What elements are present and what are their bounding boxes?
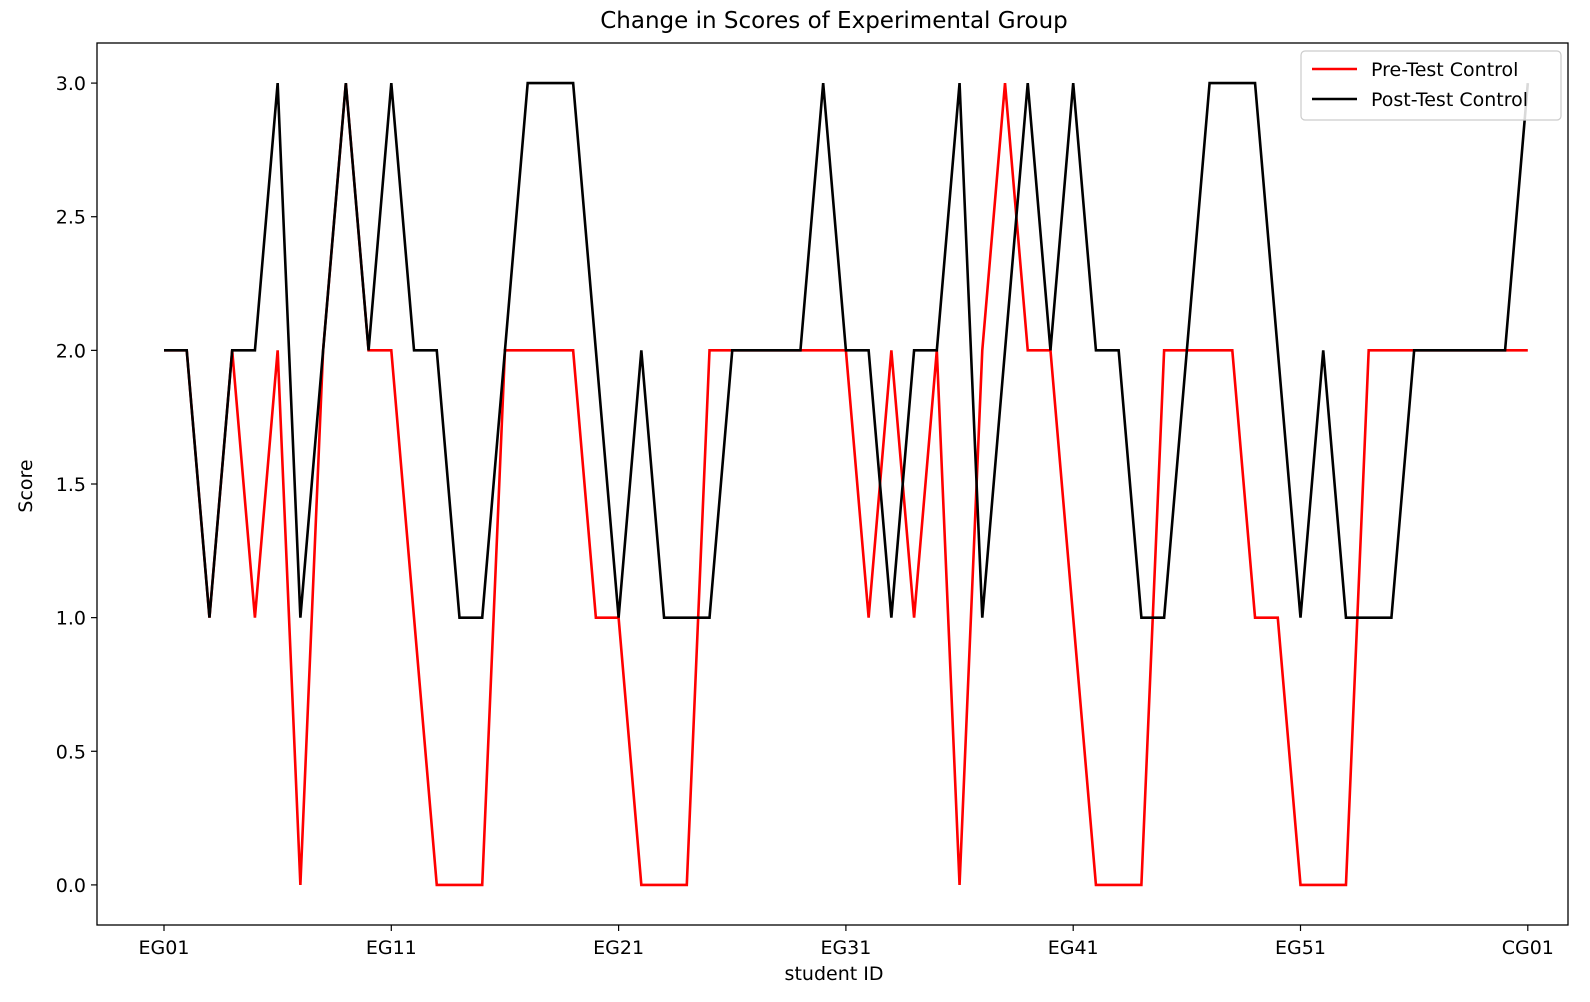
series-line-post-test-control: [164, 81, 1530, 619]
x-tick-label: EG51: [1275, 937, 1326, 959]
plot-area: [164, 81, 1530, 887]
y-tick-label: 2.5: [56, 207, 86, 229]
chart-title: Change in Scores of Experimental Group: [600, 8, 1068, 34]
y-tick-label: 2.0: [56, 340, 86, 362]
x-tick-label: CG01: [1502, 937, 1554, 959]
x-axis: EG01 EG11 EG21 EG31 EG41 EG51 CG01: [139, 925, 1554, 959]
y-tick-label: 1.0: [56, 608, 86, 630]
x-tick-label: EG01: [139, 937, 190, 959]
y-axis-label: Score: [15, 459, 37, 512]
y-tick-label: 0.0: [56, 875, 86, 897]
legend: Pre-Test Control Post-Test Control: [1300, 50, 1562, 121]
y-tick-label: 1.5: [56, 474, 86, 496]
x-tick-label: EG41: [1048, 937, 1099, 959]
legend-box: [1300, 50, 1562, 121]
y-tick-label: 0.5: [56, 741, 86, 763]
x-axis-label: student ID: [785, 963, 884, 985]
series-line-pre-test-control: [164, 82, 1528, 887]
x-tick-label: EG31: [820, 937, 871, 959]
x-tick-label: EG21: [593, 937, 644, 959]
legend-label: Pre-Test Control: [1371, 59, 1518, 81]
legend-label: Post-Test Control: [1371, 89, 1528, 111]
x-tick-label: EG11: [366, 937, 417, 959]
y-axis: 0.0 0.5 1.0 1.5 2.0 2.5 3.0: [56, 73, 97, 897]
y-tick-label: 3.0: [56, 73, 86, 95]
